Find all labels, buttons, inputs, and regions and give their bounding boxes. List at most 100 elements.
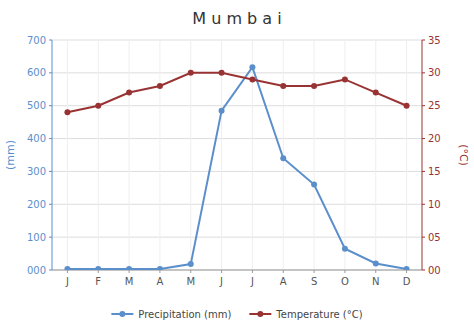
grid-line bbox=[52, 72, 422, 73]
y2-tick-label: 35 bbox=[428, 35, 441, 46]
legend-label: Temperature (°C) bbox=[275, 309, 362, 320]
grid-line-x bbox=[344, 40, 345, 270]
y-tick bbox=[49, 171, 52, 172]
point bbox=[311, 182, 317, 188]
y2-tick-label: 10 bbox=[428, 199, 441, 210]
grid-line bbox=[52, 237, 422, 238]
point bbox=[64, 266, 70, 270]
point bbox=[157, 266, 163, 270]
point bbox=[157, 83, 163, 89]
grid-line-x bbox=[406, 40, 407, 270]
y-tick bbox=[49, 72, 52, 73]
x-tick-label: N bbox=[372, 276, 379, 287]
grid-line bbox=[52, 138, 422, 139]
y-tick-label: 600 bbox=[27, 67, 46, 78]
y2-tick bbox=[422, 171, 425, 172]
x-tick-label: F bbox=[95, 276, 101, 287]
y-tick-label: 000 bbox=[27, 265, 46, 276]
x-tick-label: J bbox=[65, 276, 69, 287]
series bbox=[64, 64, 409, 270]
y-axis-line bbox=[52, 40, 53, 270]
y2-tick bbox=[422, 270, 425, 271]
point bbox=[373, 260, 379, 266]
point bbox=[64, 109, 70, 115]
point bbox=[126, 266, 132, 270]
point bbox=[249, 64, 255, 70]
y2-tick-label: 05 bbox=[428, 232, 441, 243]
point bbox=[404, 103, 410, 109]
grid-line-x bbox=[98, 40, 99, 270]
y-axis-label: (mm) bbox=[4, 140, 17, 170]
legend-marker bbox=[257, 311, 263, 317]
point bbox=[188, 261, 194, 267]
grid-line bbox=[52, 105, 422, 106]
x-tick-label: M bbox=[186, 276, 195, 287]
y-tick bbox=[49, 40, 52, 41]
legend-label: Precipitation (mm) bbox=[138, 309, 231, 320]
y2-tick-label: 30 bbox=[428, 67, 441, 78]
y-tick-label: 200 bbox=[27, 199, 46, 210]
y2-axis-line bbox=[422, 40, 423, 270]
x-tick-label: J bbox=[219, 276, 223, 287]
x-tick bbox=[344, 270, 345, 273]
x-tick-label: A bbox=[156, 276, 163, 287]
x-tick bbox=[67, 270, 68, 273]
y2-tick bbox=[422, 204, 425, 205]
x-tick bbox=[375, 270, 376, 273]
y-tick bbox=[49, 138, 52, 139]
point bbox=[404, 266, 410, 270]
grid-line-x bbox=[252, 40, 253, 270]
x-tick bbox=[252, 270, 253, 273]
y-tick-label: 500 bbox=[27, 100, 46, 111]
point bbox=[95, 103, 101, 109]
point bbox=[280, 155, 286, 161]
x-tick bbox=[283, 270, 284, 273]
x-tick-label: J bbox=[250, 276, 254, 287]
x-tick-label: M bbox=[125, 276, 134, 287]
y2-tick bbox=[422, 237, 425, 238]
legend: Precipitation (mm) Temperature (°C) bbox=[111, 309, 362, 320]
y2-tick bbox=[422, 138, 425, 139]
y-tick-label: 300 bbox=[27, 166, 46, 177]
point bbox=[188, 70, 194, 76]
x-tick bbox=[314, 270, 315, 273]
grid-line bbox=[52, 204, 422, 205]
x-tick-label: O bbox=[341, 276, 349, 287]
legend-item: Temperature (°C) bbox=[249, 309, 362, 320]
y-tick bbox=[49, 270, 52, 271]
point bbox=[342, 76, 348, 82]
point bbox=[219, 70, 225, 76]
title: M u m b a i bbox=[192, 9, 281, 28]
legend-item: Precipitation (mm) bbox=[111, 309, 231, 320]
chart: M u m b a i00010020030040050060070000051… bbox=[0, 0, 474, 332]
x-tick bbox=[190, 270, 191, 273]
y2-tick bbox=[422, 72, 425, 73]
series-line bbox=[67, 67, 406, 269]
x-tick bbox=[406, 270, 407, 273]
grid-line bbox=[52, 40, 422, 41]
x-tick bbox=[129, 270, 130, 273]
y2-tick bbox=[422, 105, 425, 106]
series-line bbox=[67, 73, 406, 112]
grid-line-x bbox=[129, 40, 130, 270]
y-tick bbox=[49, 237, 52, 238]
point bbox=[249, 76, 255, 82]
y2-tick-label: 15 bbox=[428, 166, 441, 177]
grid-line-x bbox=[375, 40, 376, 270]
y2-tick bbox=[422, 40, 425, 41]
y2-tick-label: 00 bbox=[428, 265, 441, 276]
legend-marker bbox=[119, 311, 125, 317]
x-tick-label: D bbox=[403, 276, 411, 287]
x-tick bbox=[159, 270, 160, 273]
y-tick-label: 700 bbox=[27, 35, 46, 46]
grid-line bbox=[52, 171, 422, 172]
grid-line-x bbox=[159, 40, 160, 270]
point bbox=[95, 266, 101, 270]
series bbox=[64, 70, 409, 115]
y2-tick-label: 20 bbox=[428, 133, 441, 144]
y2-tick-label: 25 bbox=[428, 100, 441, 111]
y-tick-label: 400 bbox=[27, 133, 46, 144]
point bbox=[311, 83, 317, 89]
y2-axis-label: (°C) bbox=[457, 144, 470, 166]
y-tick bbox=[49, 204, 52, 205]
